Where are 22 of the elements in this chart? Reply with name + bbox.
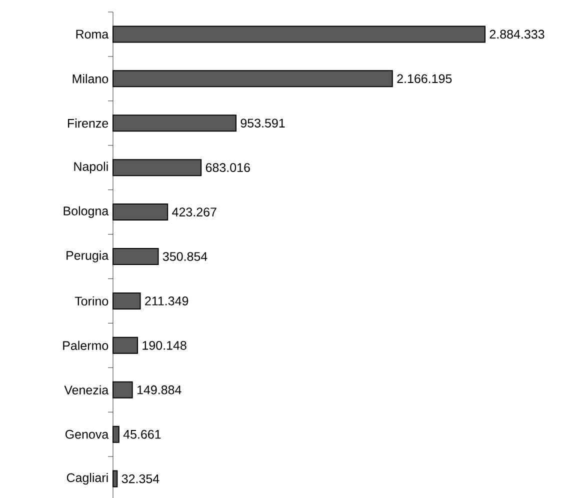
y-tick-label: Venezia — [64, 385, 109, 394]
y-tick-label: Torino — [74, 296, 108, 306]
data-label: 423.267 — [172, 208, 216, 216]
data-label: 2.884.333 — [490, 30, 544, 39]
y-tick-label: Genova — [65, 430, 109, 439]
y-tick-label: Perugia — [66, 250, 109, 262]
data-label: 683.016 — [206, 163, 250, 172]
y-tick-label: Bologna — [64, 206, 109, 218]
y-tick-label: Milano — [72, 74, 108, 84]
data-label: 2.166.195 — [397, 74, 452, 84]
y-tick-label: Napoli — [74, 162, 108, 174]
y-tick-label: Palermo — [63, 340, 108, 350]
y-tick-label: Firenze — [68, 118, 108, 128]
data-label: 190.148 — [142, 340, 186, 350]
data-label: 211.349 — [145, 296, 188, 306]
data-label: 32.354 — [122, 474, 160, 484]
data-label: 953.591 — [240, 118, 285, 128]
data-label: 350.854 — [162, 252, 208, 261]
data-label: 45.661 — [123, 430, 161, 439]
data-label: 149.884 — [137, 385, 182, 394]
y-tick-label: Roma — [76, 30, 109, 39]
y-tick-label: Cagliari — [66, 472, 108, 485]
